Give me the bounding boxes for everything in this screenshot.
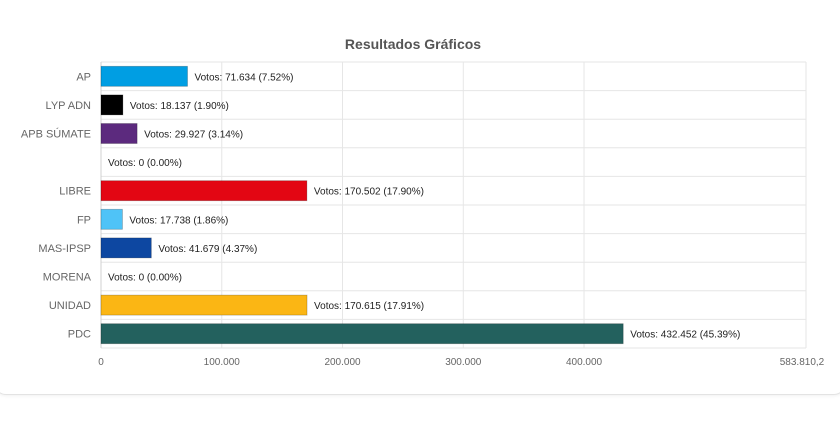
category-label: LIBRE xyxy=(59,186,91,198)
data-label: Votos: 0 (0.00%) xyxy=(108,158,182,169)
data-label: Votos: 41.679 (4.37%) xyxy=(158,244,257,255)
x-tick-label: 0 xyxy=(98,357,104,368)
category-label: LYP ADN xyxy=(46,100,92,112)
category-label: APB SÚMATE xyxy=(21,128,91,141)
bar-ap xyxy=(100,65,188,87)
bar-fp xyxy=(100,208,123,230)
category-label: MAS-IPSP xyxy=(38,243,91,255)
category-label: UNIDAD xyxy=(49,300,91,312)
data-label: Votos: 170.615 (17.91%) xyxy=(314,301,424,312)
bar-pdc xyxy=(100,323,624,345)
bar-mas-ipsp xyxy=(100,237,152,259)
x-tick-label: 583.810,2 xyxy=(780,357,825,368)
category-label: MORENA xyxy=(43,272,92,284)
bar-lyp-adn xyxy=(100,94,124,116)
x-tick-label: 300.000 xyxy=(445,357,482,368)
category-label: PDC xyxy=(68,329,91,341)
chart-title: Resultados Gráficos xyxy=(344,36,482,52)
data-label: Votos: 71.634 (7.52%) xyxy=(195,72,294,83)
bar-libre xyxy=(100,180,308,202)
category-label: FP xyxy=(77,214,91,226)
category-label: AP xyxy=(76,71,91,83)
data-label: Votos: 29.927 (3.14%) xyxy=(144,130,243,141)
data-label: Votos: 170.502 (17.90%) xyxy=(314,187,424,198)
data-label: Votos: 432.452 (45.39%) xyxy=(630,330,740,341)
data-label: Votos: 18.137 (1.90%) xyxy=(130,101,229,112)
bar-apb-s-mate xyxy=(100,123,138,144)
x-tick-label: 400.000 xyxy=(566,357,603,368)
data-label: Votos: 0 (0.00%) xyxy=(108,273,182,284)
bar-unidad xyxy=(100,294,308,316)
x-tick-label: 100.000 xyxy=(204,357,241,368)
data-label: Votos: 17.738 (1.86%) xyxy=(129,215,228,226)
x-tick-label: 200.000 xyxy=(324,357,361,368)
